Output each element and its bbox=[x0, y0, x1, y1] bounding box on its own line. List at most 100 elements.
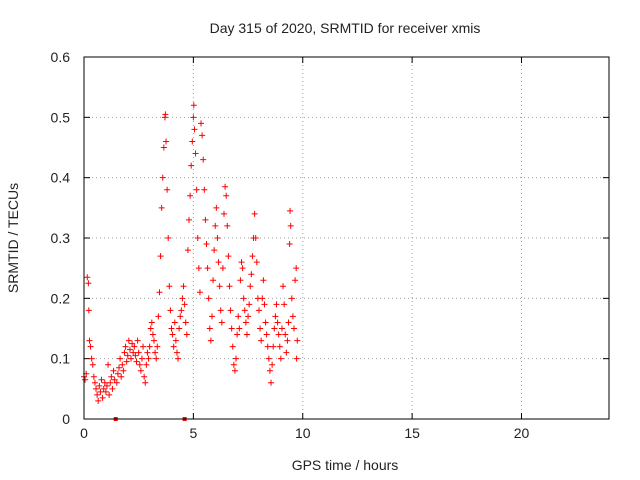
data-point bbox=[223, 192, 230, 199]
data-point bbox=[258, 337, 265, 344]
data-point bbox=[218, 319, 225, 326]
data-point bbox=[260, 277, 267, 284]
data-point bbox=[135, 349, 142, 356]
data-point bbox=[111, 376, 118, 383]
data-point bbox=[219, 265, 226, 272]
chart-title: Day 315 of 2020, SRMTID for receiver xmi… bbox=[210, 20, 481, 36]
data-point bbox=[202, 216, 209, 223]
data-point bbox=[138, 355, 145, 362]
data-point bbox=[190, 114, 197, 121]
data-point bbox=[210, 277, 217, 284]
data-point bbox=[93, 385, 100, 392]
data-point bbox=[102, 388, 109, 395]
data-point bbox=[287, 207, 294, 214]
data-point bbox=[284, 337, 291, 344]
data-point bbox=[240, 295, 247, 302]
data-point bbox=[235, 313, 242, 320]
data-point bbox=[141, 373, 148, 380]
data-point bbox=[269, 361, 276, 368]
data-point bbox=[261, 301, 268, 308]
data-point bbox=[206, 325, 213, 332]
data-point bbox=[164, 186, 171, 193]
data-point bbox=[270, 343, 277, 350]
data-point bbox=[98, 376, 105, 383]
data-point bbox=[212, 222, 219, 229]
data-point bbox=[214, 235, 221, 241]
data-point bbox=[287, 222, 294, 229]
data-point bbox=[140, 343, 147, 350]
data-point bbox=[137, 367, 144, 374]
data-point bbox=[96, 382, 103, 389]
data-point bbox=[198, 120, 205, 127]
data-point bbox=[243, 331, 250, 338]
data-point bbox=[132, 352, 139, 359]
data-point bbox=[148, 319, 155, 326]
data-point bbox=[173, 349, 180, 356]
data-point bbox=[211, 247, 218, 254]
data-point bbox=[263, 331, 270, 338]
data-point bbox=[160, 144, 167, 151]
data-point bbox=[215, 259, 222, 266]
data-point bbox=[142, 379, 149, 386]
data-point bbox=[253, 259, 260, 266]
data-point bbox=[282, 331, 289, 338]
data-point bbox=[280, 283, 287, 290]
data-point bbox=[117, 355, 124, 362]
data-point bbox=[274, 319, 281, 326]
data-point bbox=[170, 343, 177, 350]
data-point bbox=[121, 349, 128, 356]
data-point bbox=[204, 265, 211, 272]
data-point bbox=[159, 174, 166, 181]
data-point bbox=[262, 319, 269, 326]
data-point bbox=[186, 216, 192, 223]
data-point bbox=[153, 355, 160, 362]
data-point bbox=[125, 337, 132, 344]
data-point bbox=[256, 307, 262, 314]
data-point bbox=[257, 325, 264, 332]
data-point bbox=[101, 379, 108, 386]
data-point bbox=[189, 138, 196, 145]
data-point bbox=[291, 325, 297, 332]
data-point bbox=[91, 379, 98, 386]
data-point bbox=[116, 364, 122, 371]
axis-ticks: 0 5 10 15 20 0 0.1 0.2 0.3 0.4 0.5 0.6 bbox=[51, 49, 609, 441]
y-tick-label: 0.4 bbox=[51, 170, 71, 186]
x-tick-label: 10 bbox=[295, 425, 311, 441]
data-point bbox=[286, 241, 293, 248]
data-point bbox=[259, 295, 266, 302]
data-point bbox=[100, 385, 107, 392]
y-axis-label: SRMTID / TECUs bbox=[5, 183, 21, 293]
data-point bbox=[87, 343, 94, 350]
data-point bbox=[123, 358, 130, 365]
data-point bbox=[155, 313, 162, 320]
data-point bbox=[207, 337, 214, 344]
x-tick-label: 15 bbox=[404, 425, 420, 441]
data-point bbox=[281, 301, 288, 308]
data-point bbox=[84, 274, 91, 281]
data-point bbox=[216, 283, 223, 290]
data-point bbox=[288, 295, 295, 302]
data-point bbox=[233, 355, 240, 362]
data-point bbox=[293, 265, 300, 272]
data-point bbox=[107, 379, 114, 386]
data-point bbox=[124, 352, 131, 359]
data-point bbox=[221, 210, 227, 217]
data-point bbox=[146, 343, 153, 350]
data-point bbox=[82, 376, 89, 383]
data-point bbox=[247, 283, 254, 290]
y-tick-label: 0.6 bbox=[51, 49, 71, 65]
data-point bbox=[265, 355, 272, 362]
data-point bbox=[294, 337, 301, 344]
data-point bbox=[181, 301, 188, 308]
data-point bbox=[182, 319, 189, 326]
data-point bbox=[122, 343, 129, 350]
data-point bbox=[241, 307, 248, 314]
data-point bbox=[224, 222, 231, 229]
data-point bbox=[179, 295, 186, 302]
data-point bbox=[246, 301, 253, 308]
data-point bbox=[194, 235, 201, 241]
data-point bbox=[245, 313, 252, 320]
data-point bbox=[119, 361, 126, 368]
